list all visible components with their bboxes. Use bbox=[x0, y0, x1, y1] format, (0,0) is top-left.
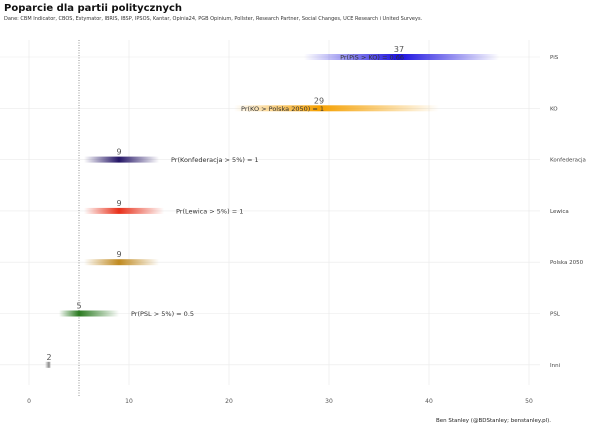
x-tick-label: 10 bbox=[125, 398, 133, 405]
chart-title: Poparcie dla partii politycznych bbox=[4, 3, 183, 14]
density-bar-psl bbox=[59, 310, 119, 317]
density-bar-polska-2050 bbox=[84, 259, 159, 266]
chart-subtitle: Dane: CBM Indicator, CBOS, Estymator, IB… bbox=[4, 16, 423, 22]
x-tick-label: 30 bbox=[325, 398, 333, 405]
density-bar-konfederacja bbox=[84, 156, 159, 163]
party-label: KO bbox=[550, 106, 558, 112]
value-label: 9 bbox=[116, 199, 121, 208]
density-bar-inni bbox=[45, 361, 51, 368]
probability-annotation: Pr(Konfederacja > 5%) = 1 bbox=[171, 156, 259, 164]
probability-annotation: Pr(PiS > KO) = 0.66 bbox=[340, 54, 404, 62]
value-label: 29 bbox=[314, 96, 324, 105]
value-label: 9 bbox=[116, 148, 121, 157]
party-label: Lewica bbox=[550, 209, 569, 215]
density-bar-ko bbox=[234, 105, 439, 112]
value-label: 2 bbox=[46, 353, 51, 362]
density-bar-pis bbox=[304, 54, 499, 60]
x-tick-label: 40 bbox=[425, 398, 433, 405]
x-tick-label: 0 bbox=[27, 398, 31, 405]
value-label: 9 bbox=[116, 250, 121, 259]
value-label: 37 bbox=[394, 45, 404, 54]
party-label: PiS bbox=[550, 55, 559, 61]
probability-annotation: Pr(Lewica > 5%) = 1 bbox=[176, 207, 243, 215]
chart-caption: Ben Stanley (@BDStanley; benstanley.pl). bbox=[436, 418, 552, 424]
party-label: PSL bbox=[550, 312, 561, 318]
density-bar-lewica bbox=[84, 207, 164, 214]
party-label: Konfederacja bbox=[550, 158, 586, 164]
party-label: Inni bbox=[550, 363, 561, 369]
party-label: Polska 2050 bbox=[550, 260, 584, 266]
value-label: 5 bbox=[76, 302, 81, 311]
probability-annotation: Pr(PSL > 5%) = 0.5 bbox=[131, 310, 194, 318]
x-tick-label: 50 bbox=[525, 398, 533, 405]
x-tick-label: 20 bbox=[225, 398, 233, 405]
probability-annotation: Pr(KO > Polska 2050) = 1 bbox=[241, 105, 324, 113]
